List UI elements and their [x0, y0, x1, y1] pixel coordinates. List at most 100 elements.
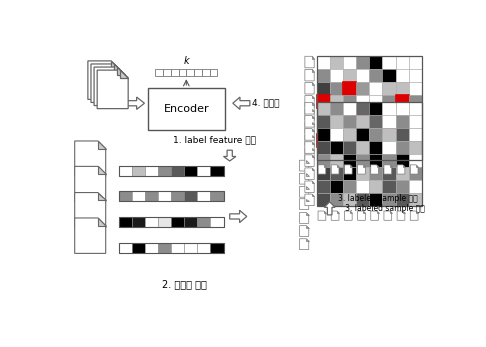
Bar: [330, 147, 343, 160]
Bar: [158, 243, 171, 253]
Polygon shape: [299, 239, 309, 249]
Polygon shape: [312, 194, 314, 196]
Bar: [356, 147, 369, 160]
Bar: [145, 217, 158, 227]
Polygon shape: [305, 95, 314, 107]
Bar: [158, 217, 171, 227]
Bar: [409, 56, 422, 69]
Bar: [186, 69, 194, 76]
Bar: [409, 82, 422, 95]
Bar: [369, 102, 382, 115]
Bar: [202, 69, 209, 76]
Bar: [369, 154, 382, 167]
Bar: [396, 115, 409, 128]
Polygon shape: [94, 67, 125, 105]
Bar: [178, 69, 186, 76]
Polygon shape: [305, 122, 314, 133]
Polygon shape: [384, 211, 392, 220]
Bar: [356, 167, 369, 180]
Polygon shape: [331, 211, 339, 220]
Polygon shape: [75, 218, 105, 253]
Polygon shape: [299, 213, 309, 223]
Polygon shape: [307, 226, 309, 228]
Bar: [382, 193, 396, 206]
Bar: [356, 115, 369, 128]
Bar: [184, 166, 197, 176]
Bar: [158, 191, 171, 201]
Polygon shape: [416, 165, 418, 167]
Polygon shape: [88, 61, 119, 99]
Polygon shape: [307, 239, 309, 241]
Bar: [369, 69, 382, 82]
Bar: [382, 108, 396, 121]
Polygon shape: [364, 165, 365, 167]
Text: Encoder: Encoder: [163, 104, 209, 114]
Bar: [343, 56, 356, 69]
Polygon shape: [318, 165, 326, 174]
Polygon shape: [312, 181, 314, 183]
Bar: [316, 102, 330, 115]
Bar: [409, 128, 422, 141]
Polygon shape: [318, 211, 326, 220]
Bar: [316, 141, 330, 154]
Polygon shape: [98, 218, 105, 226]
Polygon shape: [305, 155, 314, 166]
Text: 1. label feature 생성: 1. label feature 생성: [173, 135, 256, 144]
Polygon shape: [358, 211, 365, 220]
Bar: [316, 108, 330, 121]
Bar: [382, 56, 396, 69]
Bar: [382, 147, 396, 160]
Polygon shape: [312, 69, 314, 72]
Bar: [356, 82, 369, 95]
Bar: [158, 166, 171, 176]
Bar: [343, 128, 356, 141]
Bar: [171, 166, 184, 176]
Bar: [330, 141, 343, 154]
Bar: [316, 95, 330, 108]
Polygon shape: [403, 165, 405, 167]
Bar: [409, 193, 422, 206]
Bar: [316, 134, 330, 147]
Bar: [210, 191, 224, 201]
Bar: [396, 95, 409, 108]
Polygon shape: [331, 165, 339, 174]
Polygon shape: [410, 165, 418, 174]
Polygon shape: [397, 211, 405, 220]
Bar: [409, 147, 422, 160]
Bar: [409, 167, 422, 180]
Polygon shape: [224, 150, 236, 161]
Bar: [316, 82, 330, 95]
Bar: [356, 180, 369, 193]
Bar: [343, 115, 356, 128]
Polygon shape: [299, 186, 309, 197]
Bar: [184, 217, 197, 227]
Polygon shape: [337, 165, 339, 167]
Polygon shape: [111, 61, 119, 69]
Bar: [396, 141, 409, 154]
Bar: [171, 217, 184, 227]
Polygon shape: [307, 213, 309, 215]
Polygon shape: [98, 193, 105, 200]
Bar: [369, 180, 382, 193]
Bar: [197, 166, 210, 176]
Bar: [356, 154, 369, 167]
Polygon shape: [230, 210, 247, 222]
Bar: [210, 243, 224, 253]
Bar: [396, 154, 409, 167]
Polygon shape: [91, 64, 122, 102]
Bar: [132, 217, 145, 227]
Polygon shape: [305, 135, 314, 146]
Bar: [132, 191, 145, 201]
Bar: [184, 243, 197, 253]
Bar: [330, 121, 343, 134]
Bar: [356, 69, 369, 82]
Bar: [356, 102, 369, 115]
Polygon shape: [299, 199, 309, 210]
Bar: [330, 115, 343, 128]
Bar: [197, 217, 210, 227]
Polygon shape: [233, 97, 250, 109]
Polygon shape: [312, 109, 314, 111]
Bar: [396, 134, 409, 147]
Bar: [316, 56, 422, 160]
Polygon shape: [305, 129, 314, 140]
